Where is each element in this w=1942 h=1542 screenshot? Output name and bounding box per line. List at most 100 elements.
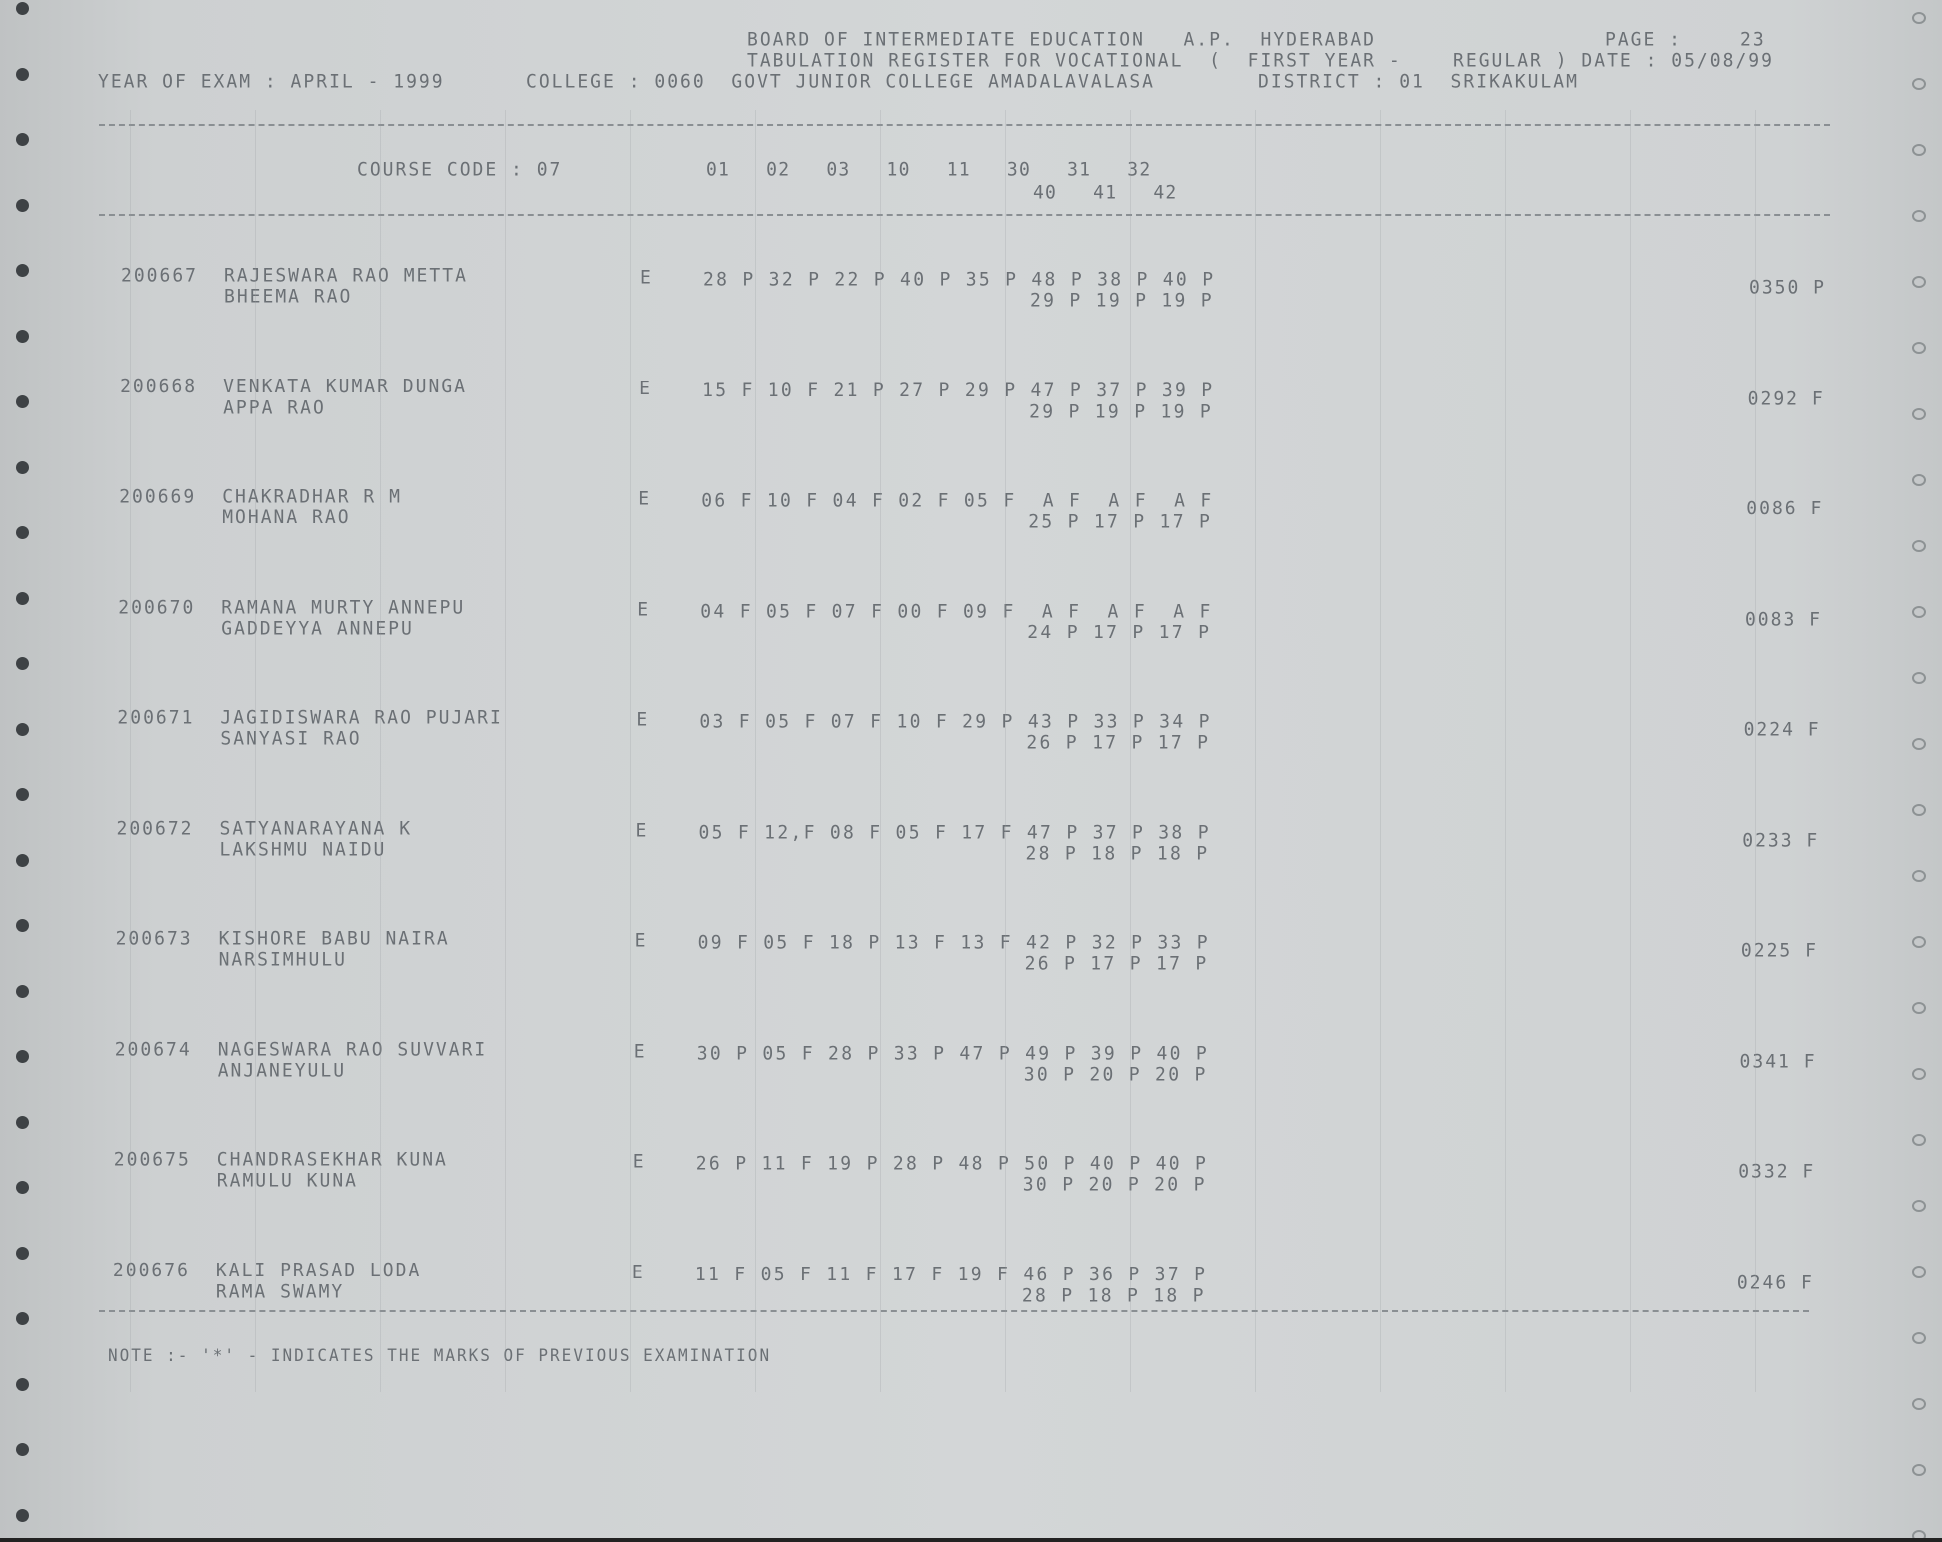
student-name-line2: BHEEMA RAO [224,285,353,308]
student-roll-number: 200668 [120,374,198,397]
student-name-line1: JAGIDISWARA RAO PUJARI [220,706,503,729]
marks-line1: 04 F 05 F 07 F 00 F 09 F A F A F A F [700,599,1213,622]
punch-hole [16,1312,29,1325]
marks-line1: 26 P 11 F 19 P 28 P 48 P 50 P 40 P 40 P [695,1152,1209,1175]
marks-line2: 24 P 17 P 17 P [1027,620,1212,643]
medium: E [638,487,652,510]
student-name-line2: ANJANEYULU [217,1058,347,1081]
marks-line2: 28 P 18 P 18 P [1025,841,1210,864]
board-title: BOARD OF INTERMEDIATE EDUCATION A.P. HYD… [747,28,1377,51]
grand-total-result: 0246 F [1736,1270,1814,1293]
grand-total-result: 0292 F [1747,386,1825,409]
paper-texture-line [880,110,881,1392]
punch-hole [16,1181,29,1194]
course-code: COURSE CODE : 07 [357,158,563,181]
punch-hole [1912,1398,1926,1410]
punch-hole [16,395,29,408]
paper-texture-line [1630,110,1631,1392]
student-name-line1: RAJESWARA RAO METTA [224,264,468,287]
punch-hole [16,133,29,146]
punch-hole [1912,1002,1926,1014]
punch-hole [16,1377,29,1391]
punch-hole [1912,936,1926,948]
student-name-line2: SANYASI RAO [220,727,362,750]
punch-hole [1912,540,1926,552]
paper-texture-line [1005,110,1006,1392]
student-name-line2: GADDEYYA ANNEPU [221,616,414,639]
grand-total-result: 0224 F [1743,718,1821,741]
student-roll-number: 200669 [119,485,197,508]
punch-hole [16,1246,29,1260]
student-roll-number: 200667 [121,264,199,287]
footnote: NOTE :- '*' - INDICATES THE MARKS OF PRE… [108,1345,772,1366]
student-name-line2: RAMULU KUNA [216,1169,359,1192]
student-name-line1: RAMANA MURTY ANNEPU [221,595,466,618]
student-roll-number: 200672 [116,816,194,839]
punch-hole [1912,408,1926,420]
paper-texture-line [630,110,631,1392]
punch-hole [1912,606,1926,618]
student-name-line2: NARSIMHULU [218,948,347,971]
punch-hole [16,984,29,998]
marks-line1: 05 F 12,F 08 F 05 F 17 F 47 P 37 P 38 P [698,820,1211,843]
medium: E [639,376,652,399]
marks-line2: 29 P 19 P 19 P [1030,289,1214,312]
student-name-line1: KISHORE BABU NAIRA [218,927,450,950]
punch-hole [1912,78,1926,90]
marks-line1: 15 F 10 F 21 P 27 P 29 P 47 P 37 P 39 P [702,378,1215,401]
marks-line1: 30 P 05 F 28 P 33 P 47 P 49 P 39 P 40 P [696,1041,1210,1064]
college-info: COLLEGE : 0060 GOVT JUNIOR COLLEGE AMADA… [526,70,1156,93]
paper-texture-line [255,110,256,1392]
marks-line2: 30 P 20 P 20 P [1022,1173,1207,1196]
punch-hole [16,657,29,670]
student-name-line2: MOHANA RAO [222,506,351,529]
district-info: DISTRICT : 01 SRIKAKULAM [1258,70,1579,93]
subject-codes-line1: 01 02 03 10 11 30 31 32 [706,158,1152,181]
punch-hole [1912,12,1926,24]
medium: E [632,1150,646,1173]
punch-hole [16,198,29,212]
medium: E [636,708,650,731]
marks-line1: 06 F 10 F 04 F 02 F 05 F A F A F A F [701,489,1214,512]
paper-texture-line [1255,110,1256,1392]
punch-hole [16,788,29,801]
student-roll-number: 200670 [118,595,196,618]
page-label: PAGE : [1605,28,1683,51]
punch-hole [16,722,29,736]
punch-hole [16,1443,29,1456]
student-name-line1: CHANDRASEKHAR KUNA [216,1148,448,1171]
year-of-exam: YEAR OF EXAM : APRIL - 1999 [98,70,445,93]
punch-hole [1912,804,1926,816]
punch-hole [16,853,29,867]
punch-hole [16,460,29,474]
student-name-line1: SATYANARAYANA K [219,816,413,839]
punch-hole [16,1050,29,1063]
page-number: 23 [1740,28,1766,51]
punch-hole [1912,1332,1926,1344]
punch-hole [1912,210,1926,222]
marks-line1: 03 F 05 F 07 F 10 F 29 P 43 P 33 P 34 P [699,710,1212,733]
punch-hole [16,264,29,277]
punch-hole [16,591,29,605]
punch-hole [1912,1200,1926,1212]
student-name-line1: KALI PRASAD LODA [215,1258,422,1281]
marks-line1: 09 F 05 F 18 P 13 F 13 F 42 P 32 P 33 P [697,931,1210,954]
punch-hole [1912,1464,1926,1476]
paper-texture-line [505,110,506,1392]
marks-line2: 29 P 19 P 19 P [1029,399,1214,422]
punch-hole [16,919,29,932]
paper-texture-line [1380,110,1381,1392]
student-name-line2: APPA RAO [223,395,326,418]
grand-total-result: 0233 F [1742,828,1820,851]
divider [99,1310,1809,1312]
paper-texture-line [1130,110,1131,1392]
student-name-line2: LAKSHMU NAIDU [219,837,387,860]
student-name-line1: CHAKRADHAR R M [222,485,402,508]
paper-texture-line [1505,110,1506,1392]
marks-line2: 26 P 17 P 17 P [1026,731,1211,754]
paper-texture-line [755,110,756,1392]
medium: E [634,929,648,952]
grand-total-result: 0083 F [1744,607,1822,630]
punch-hole [1912,672,1926,684]
punch-hole [16,2,29,15]
